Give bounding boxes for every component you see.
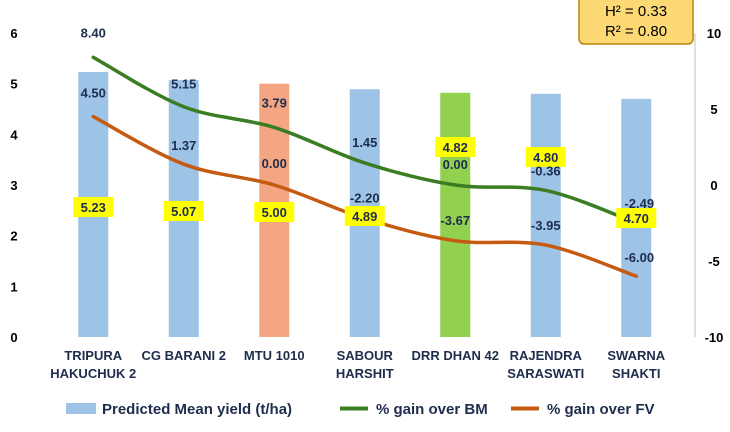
axes: 0 1 2 3 4 5 6 -10 -5 0 5 10 TRIPURA HAKUCHUK 2 CG BARA… bbox=[10, 26, 723, 381]
bar-value-label: 4.80 bbox=[533, 150, 558, 165]
fv-value-label: -3.67 bbox=[440, 213, 470, 228]
right-axis-tick-label: -5 bbox=[708, 254, 720, 269]
fv-value-label: -3.95 bbox=[531, 218, 561, 233]
legend: Predicted Mean yield (t/ha) % gain over B… bbox=[66, 401, 655, 418]
bar-label-highlight bbox=[163, 201, 204, 221]
stats-box-background bbox=[578, 0, 694, 45]
legend-label: % gain over FV bbox=[547, 401, 655, 418]
bar-label-highlight bbox=[344, 206, 385, 226]
bm-value-label: -2.49 bbox=[624, 196, 654, 211]
right-axis-tick-label: 0 bbox=[710, 178, 717, 193]
bm-value-label: 5.15 bbox=[171, 77, 196, 92]
legend-swatch bbox=[66, 403, 96, 414]
bar bbox=[530, 93, 561, 337]
bar-value-label: 4.82 bbox=[443, 140, 468, 155]
left-axis-tick-label: 2 bbox=[10, 229, 17, 244]
r2-text: R² = 0.80 bbox=[605, 23, 667, 40]
bar-label-highlight bbox=[435, 137, 476, 157]
bar-series bbox=[78, 72, 652, 338]
data-labels: 5.23 5.07 5.00 4.89 4.82 4.80 4.70 8.40 5.15 3.79… bbox=[73, 25, 657, 265]
bar-label-highlight bbox=[616, 208, 657, 228]
left-axis-tick-label: 1 bbox=[10, 279, 17, 294]
right-axis-tick-label: 10 bbox=[707, 26, 721, 41]
left-axis-tick-label: 4 bbox=[10, 127, 18, 142]
category-label: CG BARANI 2 bbox=[141, 348, 226, 363]
legend-label: % gain over BM bbox=[376, 401, 488, 418]
fv-value-label: -2.20 bbox=[350, 190, 380, 205]
stats-box: H² = 0.33 R² = 0.80 bbox=[578, 0, 694, 45]
bm-value-label: 8.40 bbox=[81, 25, 106, 40]
category-label: HARSHIT bbox=[336, 366, 394, 381]
bar-value-label: 5.23 bbox=[81, 200, 106, 215]
bar-value-label: 5.00 bbox=[262, 205, 287, 220]
fv-value-label: 4.50 bbox=[81, 86, 106, 101]
category-label: HAKUCHUK 2 bbox=[50, 366, 136, 381]
bm-value-label: 0.00 bbox=[443, 157, 468, 172]
category-label: DRR DHAN 42 bbox=[412, 348, 499, 363]
category-label: SABOUR bbox=[337, 348, 394, 363]
left-axis-tick-label: 5 bbox=[10, 77, 17, 92]
left-axis-tick-label: 6 bbox=[10, 26, 17, 41]
category-label: RAJENDRA bbox=[510, 348, 583, 363]
bm-value-label: -0.36 bbox=[531, 163, 561, 178]
bar bbox=[440, 92, 471, 337]
category-label: SARASWATI bbox=[507, 366, 584, 381]
left-axis-tick-label: 3 bbox=[10, 178, 17, 193]
category-label: SWARNA bbox=[607, 348, 665, 363]
bar-label-highlight bbox=[254, 202, 295, 222]
bm-value-label: 3.79 bbox=[262, 95, 287, 110]
right-axis-tick-label: 5 bbox=[710, 102, 717, 117]
bm-value-label: 1.45 bbox=[352, 135, 377, 150]
fv-value-label: 1.37 bbox=[171, 138, 196, 153]
legend-label: Predicted Mean yield (t/ha) bbox=[102, 401, 292, 418]
bar-value-label: 4.89 bbox=[352, 209, 377, 224]
line-gain-over-bm bbox=[91, 55, 638, 225]
category-label: TRIPURA bbox=[64, 348, 122, 363]
bar-value-label: 5.07 bbox=[171, 204, 196, 219]
bar-label-highlight bbox=[525, 147, 566, 167]
category-label: MTU 1010 bbox=[244, 348, 305, 363]
fv-value-label: 0.00 bbox=[262, 156, 287, 171]
fv-value-label: -6.00 bbox=[624, 250, 654, 265]
category-label: SHAKTI bbox=[612, 366, 660, 381]
right-axis-tick-label: -10 bbox=[705, 330, 724, 345]
h2-text: H² = 0.33 bbox=[605, 3, 667, 20]
bar-value-label: 4.70 bbox=[624, 211, 649, 226]
bar-label-highlight bbox=[73, 197, 114, 217]
left-axis-tick-label: 0 bbox=[10, 330, 17, 345]
